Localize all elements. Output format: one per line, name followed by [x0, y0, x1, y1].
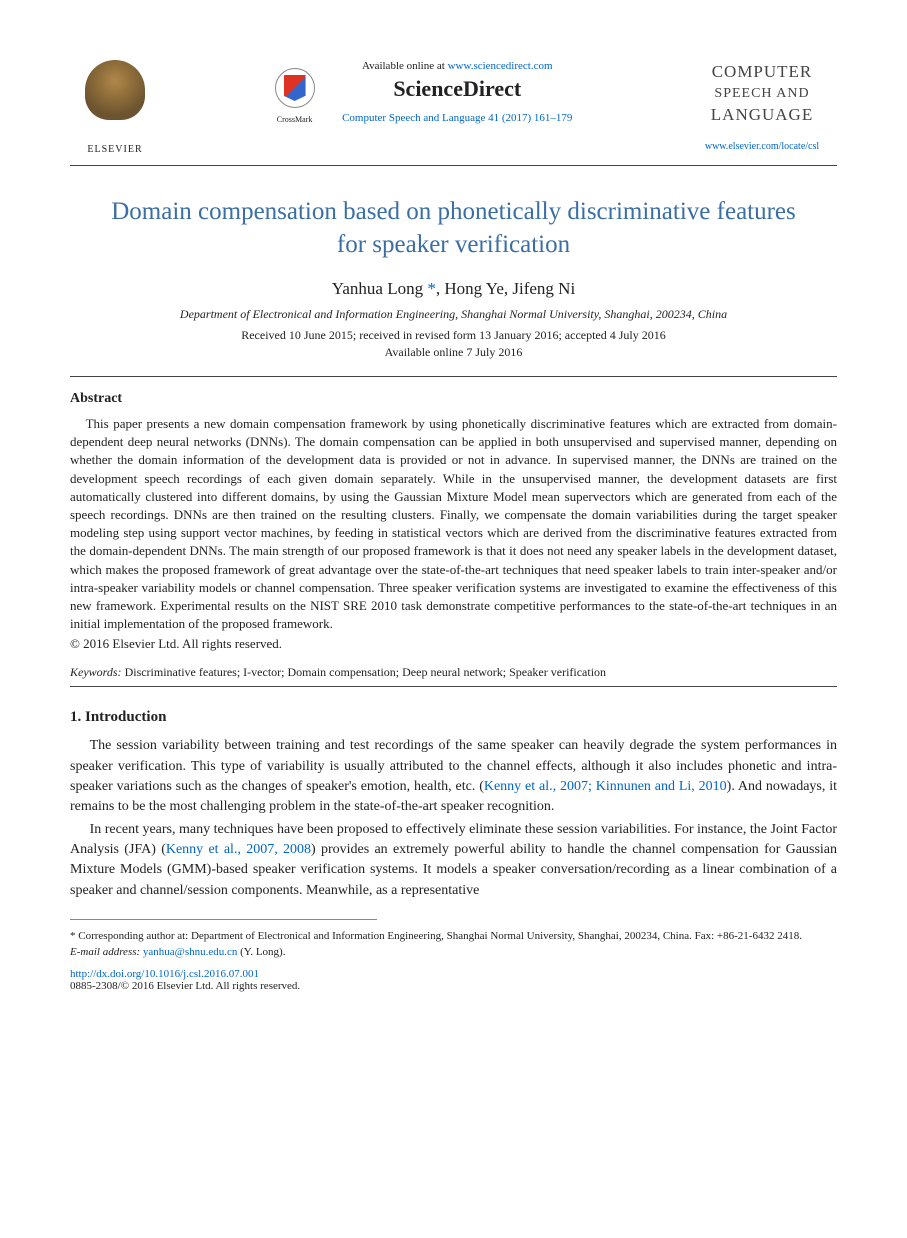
issn-line: 0885-2308/© 2016 Elsevier Ltd. All right…	[70, 980, 837, 992]
keywords-label: Keywords:	[70, 665, 122, 679]
journal-reference[interactable]: Computer Speech and Language 41 (2017) 1…	[342, 112, 572, 124]
email-label: E-mail address:	[70, 946, 140, 958]
history-dates-1: Received 10 June 2015; received in revis…	[70, 328, 837, 343]
corresponding-mark[interactable]: *	[427, 279, 436, 298]
citation-kenny-2007-2008[interactable]: Kenny et al., 2007, 2008	[166, 842, 311, 857]
doi-link[interactable]: http://dx.doi.org/10.1016/j.csl.2016.07.…	[70, 968, 837, 980]
available-prefix: Available online at	[362, 60, 448, 72]
citation-kenny-2007-kinnunen[interactable]: Kenny et al., 2007; Kinnunen and Li, 201…	[484, 779, 727, 794]
email-who: (Y. Long).	[240, 946, 285, 958]
author-2: Hong Ye	[444, 279, 504, 298]
history-dates-2: Available online 7 July 2016	[70, 345, 837, 360]
crossmark-wrap[interactable]: CrossMark	[275, 60, 315, 124]
header-row: ELSEVIER CrossMark Available online at w…	[70, 60, 837, 155]
intro-body: The session variability between training…	[70, 736, 837, 900]
elsevier-text: ELSEVIER	[70, 144, 160, 155]
sciencedirect-url[interactable]: www.sciencedirect.com	[448, 60, 553, 72]
journal-locate-link[interactable]: www.elsevier.com/locate/csl	[687, 141, 837, 152]
journal-name-l2: SPEECH AND	[687, 84, 837, 104]
abstract-heading: Abstract	[70, 391, 837, 407]
abstract-body: This paper presents a new domain compens…	[70, 415, 837, 653]
author-1: Yanhua Long	[332, 279, 423, 298]
authors-line: Yanhua Long *, Hong Ye, Jifeng Ni	[70, 279, 837, 299]
footnote-rule	[70, 919, 377, 926]
journal-name-l3: LANGUAGE	[687, 103, 837, 127]
affiliation: Department of Electronical and Informati…	[70, 307, 837, 322]
header-right: COMPUTER SPEECH AND LANGUAGE www.elsevie…	[687, 60, 837, 152]
section-1-heading: 1. Introduction	[70, 709, 837, 726]
keywords-text: Discriminative features; I-vector; Domai…	[125, 665, 607, 679]
elsevier-logo-icon	[80, 60, 150, 140]
corresponding-footnote: * Corresponding author at: Department of…	[70, 930, 837, 942]
author-3: Jifeng Ni	[512, 279, 575, 298]
intro-p1: The session variability between training…	[70, 736, 837, 817]
header-center: CrossMark Available online at www.scienc…	[160, 60, 687, 124]
email-footnote: E-mail address: yanhua@shnu.edu.cn (Y. L…	[70, 946, 837, 958]
available-line: Available online at www.sciencedirect.co…	[342, 60, 572, 72]
rule-mid	[70, 376, 837, 377]
sciencedirect-logo: ScienceDirect	[342, 76, 572, 102]
rule-after-kw	[70, 686, 837, 687]
abstract-copyright: © 2016 Elsevier Ltd. All rights reserved…	[70, 635, 837, 653]
keywords-line: Keywords: Discriminative features; I-vec…	[70, 665, 837, 680]
journal-name-l1: COMPUTER	[687, 60, 837, 84]
journal-name-box: COMPUTER SPEECH AND LANGUAGE	[687, 60, 837, 127]
crossmark-icon	[275, 68, 315, 108]
intro-p2: In recent years, many techniques have be…	[70, 820, 837, 901]
crossmark-label: CrossMark	[275, 115, 315, 124]
rule-top	[70, 165, 837, 166]
abstract-text: This paper presents a new domain compens…	[70, 415, 837, 633]
header-left: ELSEVIER	[70, 60, 160, 155]
article-title: Domain compensation based on phoneticall…	[100, 196, 807, 261]
email-address[interactable]: yanhua@shnu.edu.cn	[143, 946, 237, 958]
